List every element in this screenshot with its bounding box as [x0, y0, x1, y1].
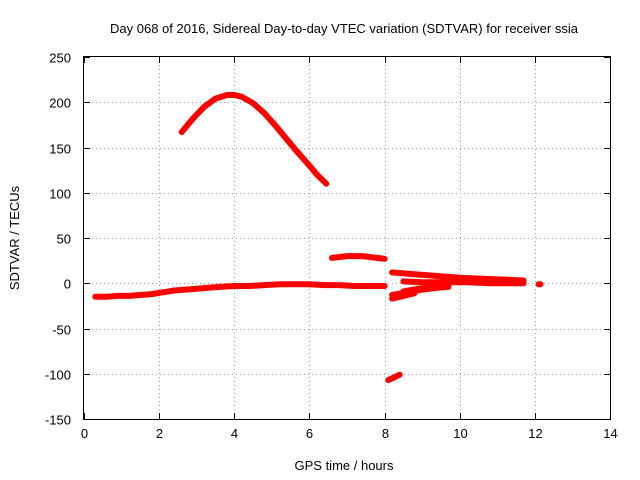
tick-layer: 0 2 4 6 8 10 12 14 -150 -100 -50 0 50 100 150 200 250 — [45, 51, 618, 442]
x-tick-label: 14 — [603, 426, 617, 441]
x-tick-label: 0 — [81, 426, 88, 441]
x-tick-label: 12 — [528, 426, 542, 441]
y-tick-label: 200 — [49, 96, 71, 111]
y-tick-label: -50 — [52, 323, 71, 338]
series-layer — [92, 92, 544, 384]
y-tick-label: 100 — [49, 187, 71, 202]
x-tick-label: 10 — [453, 426, 467, 441]
series-arc-mid — [329, 253, 388, 262]
y-tick-label: 50 — [57, 232, 71, 247]
plot-frame — [83, 56, 611, 420]
x-tick-label: 4 — [231, 426, 238, 441]
series-arc-fan-upper — [389, 269, 527, 284]
series-arc-neg — [385, 371, 403, 384]
chart-title: Day 068 of 2016, Sidereal Day-to-day VTE… — [110, 21, 579, 36]
x-tick-label: 6 — [306, 426, 313, 441]
series-arc-fan-mid — [400, 278, 527, 287]
y-axis-label: SDTVAR / TECUs — [7, 185, 22, 290]
series-arc-fan-lowest — [389, 290, 418, 302]
y-tick-label: 250 — [49, 51, 71, 66]
y-tick-label: -150 — [45, 413, 71, 428]
x-tick-label: 8 — [382, 426, 389, 441]
grid-layer — [84, 57, 610, 419]
series-arc-fan-lower — [400, 283, 452, 295]
x-tick-label: 2 — [156, 426, 163, 441]
y-tick-label: 0 — [64, 277, 71, 292]
y-tick-label: 150 — [49, 142, 71, 157]
y-tick-label: -100 — [45, 368, 71, 383]
x-axis-label: GPS time / hours — [295, 458, 394, 473]
series-arc-high — [178, 92, 330, 187]
series-arc-main — [92, 281, 388, 300]
